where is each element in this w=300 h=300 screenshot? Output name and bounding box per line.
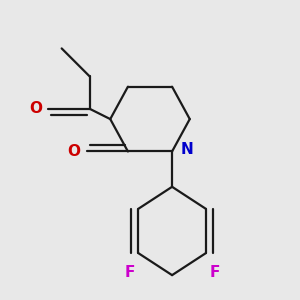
Text: F: F xyxy=(124,265,135,280)
Text: O: O xyxy=(29,101,42,116)
Text: N: N xyxy=(181,142,194,158)
Text: O: O xyxy=(67,144,80,159)
Text: F: F xyxy=(210,265,220,280)
